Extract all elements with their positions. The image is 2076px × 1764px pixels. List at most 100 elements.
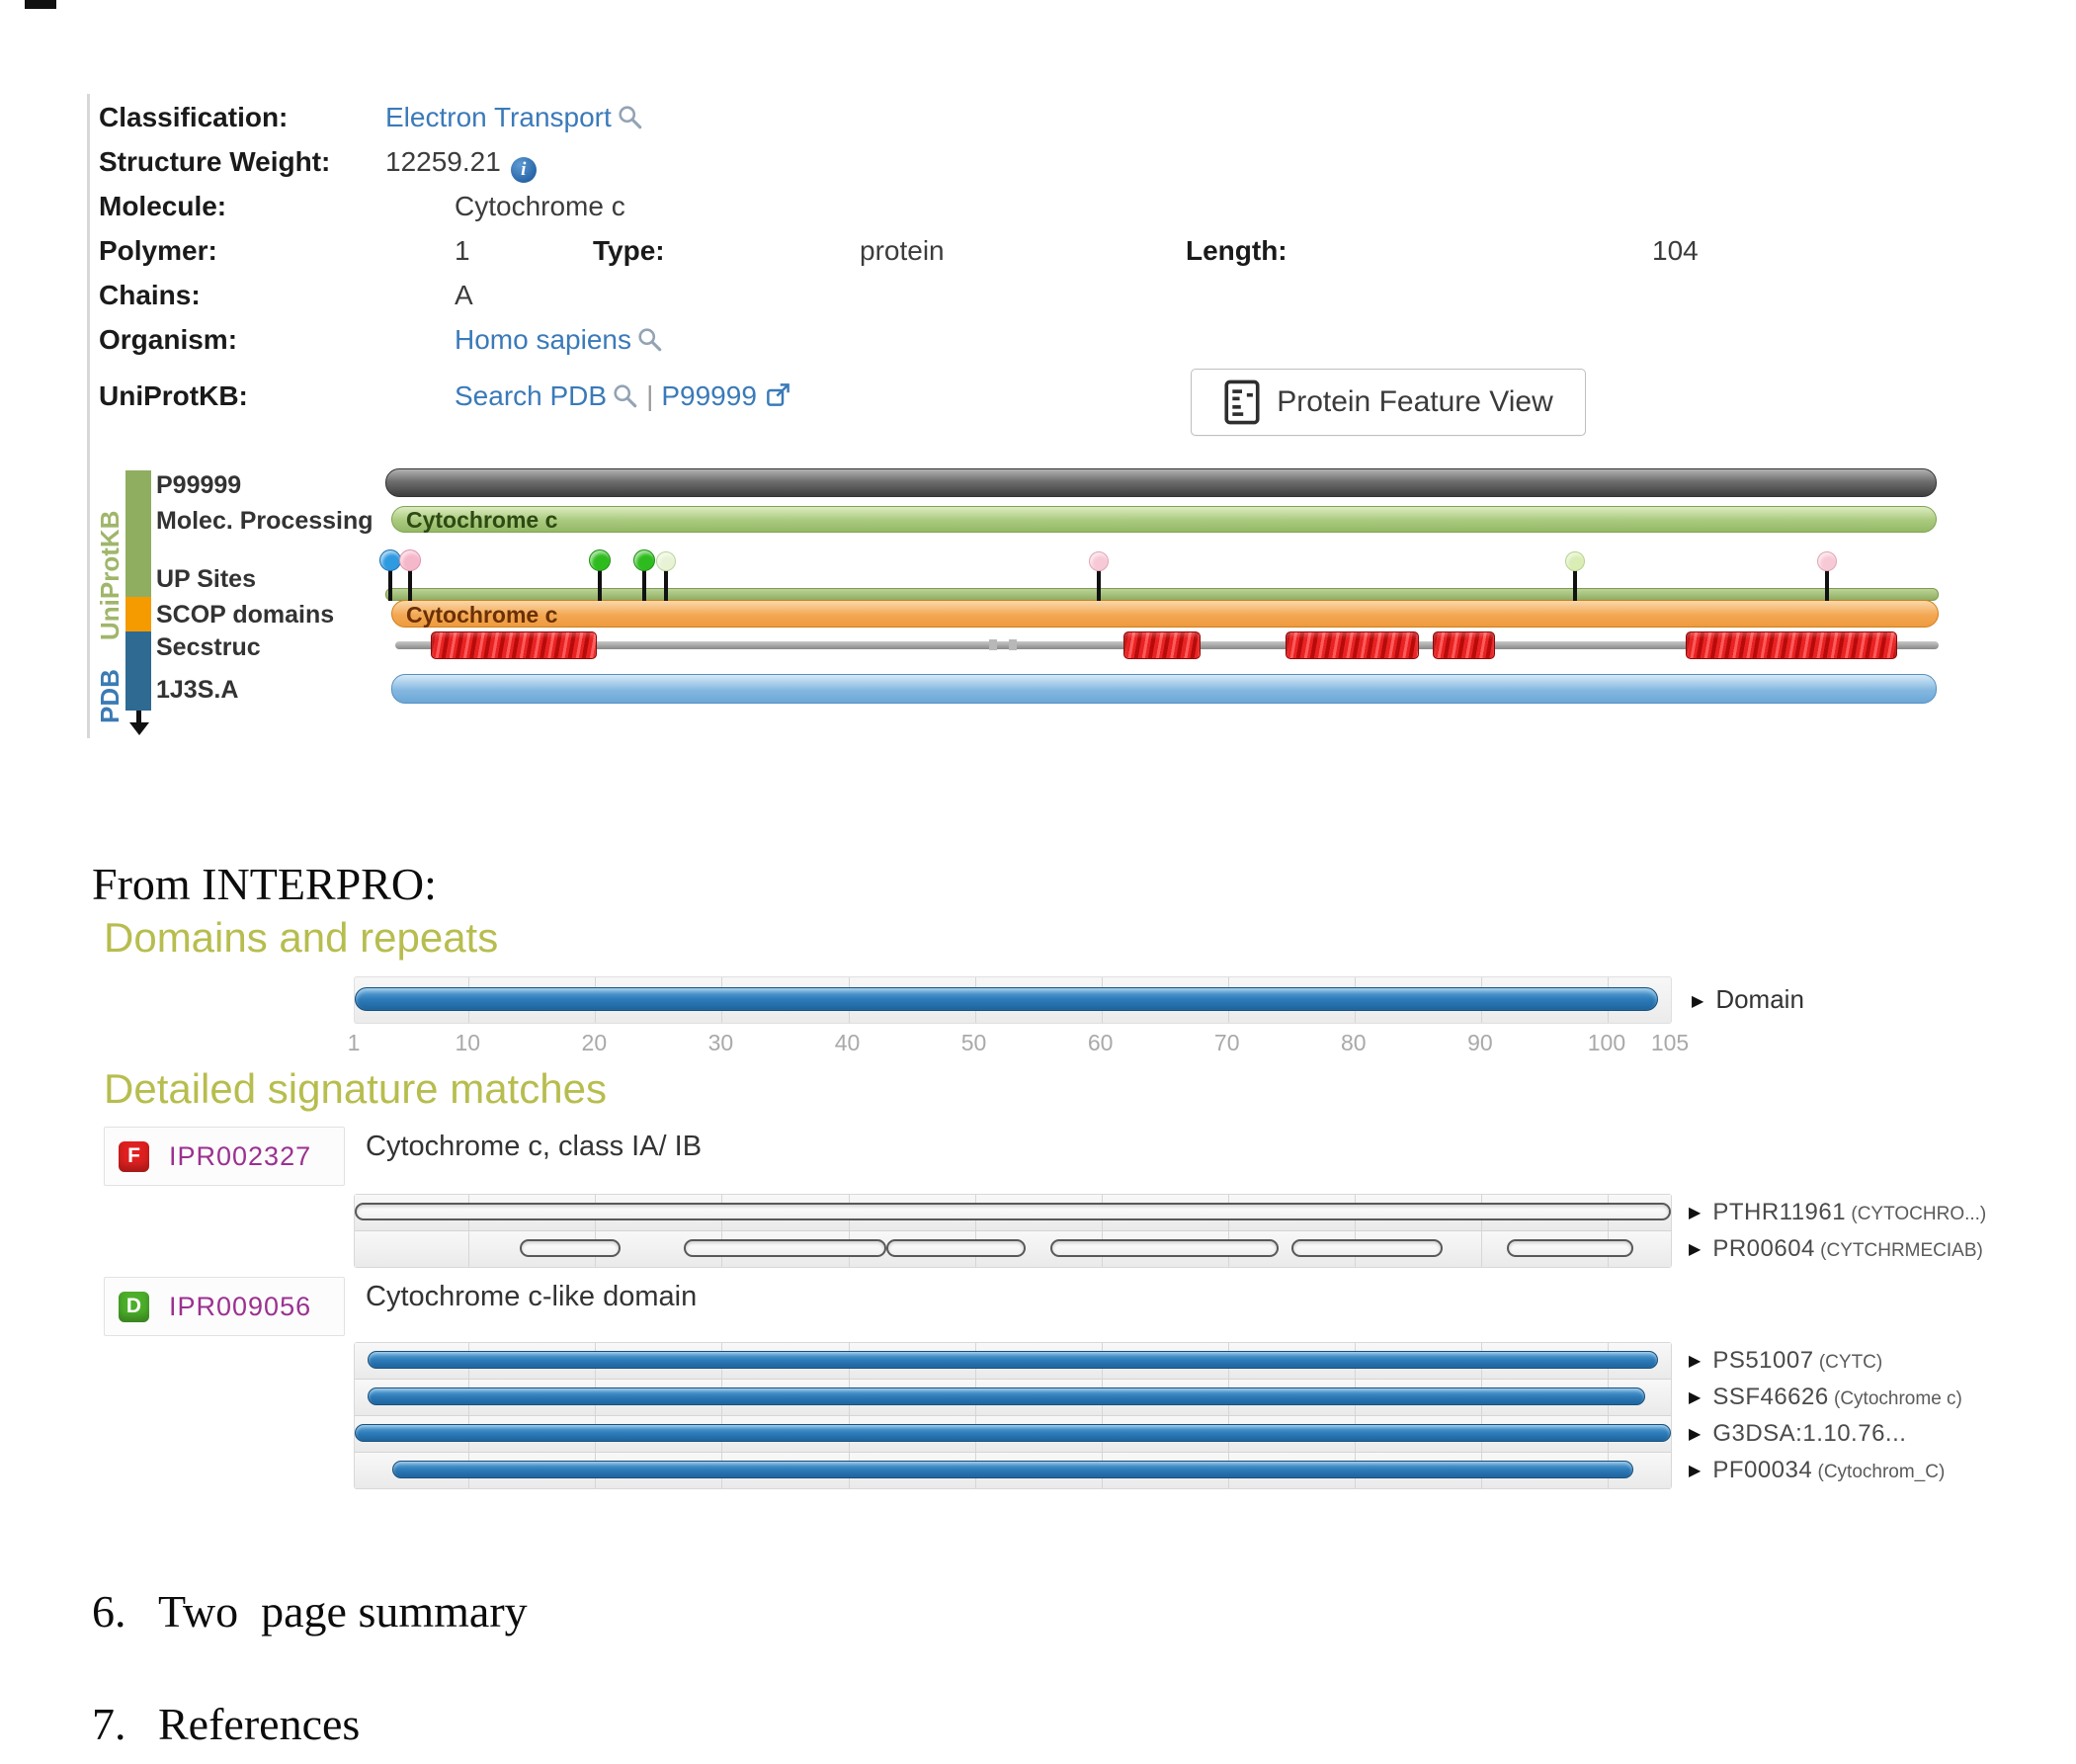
site-marker[interactable] [378, 549, 401, 571]
scale-tick: 50 [960, 1030, 987, 1055]
uniprotkb-label: UniProtKB: [99, 380, 248, 411]
signature-segment[interactable] [1290, 1239, 1444, 1257]
uniprot-sequence-bar[interactable] [385, 468, 1937, 497]
signature-row: G3DSA:1.10.76... [355, 1416, 1906, 1453]
site-stem [408, 567, 413, 601]
molec-processing-bar[interactable]: Cytochrome c [391, 506, 1937, 533]
site-stem [1097, 567, 1102, 601]
document-list-icon [1223, 379, 1261, 425]
scop-domain-bar[interactable]: Cytochrome c [391, 600, 1939, 628]
track-label-scop-domains: SCOP domains [156, 601, 335, 629]
scale-tick: 105 [1650, 1030, 1690, 1055]
domain-bar[interactable] [355, 987, 1659, 1011]
signature-id: SSF46626 [1712, 1384, 1829, 1410]
site-marker[interactable] [1089, 551, 1110, 571]
ipr-entry-box[interactable]: D IPR009056 [104, 1277, 345, 1336]
signature-row: PR00604 (CYTCHRMECIAB) [355, 1231, 1983, 1267]
pdb-chain-bar[interactable] [391, 674, 1937, 704]
site-marker[interactable] [656, 551, 677, 571]
external-link-icon[interactable] [765, 381, 791, 415]
domain-track-label[interactable]: Domain [1692, 984, 1804, 1015]
signature-segment[interactable] [885, 1239, 1026, 1257]
triangle-icon [1689, 1461, 1701, 1480]
helix-segment[interactable] [1685, 631, 1897, 659]
polymer-value: 1 [455, 235, 470, 266]
scale-tick: 90 [1467, 1030, 1493, 1055]
site-marker[interactable] [633, 549, 656, 571]
track-label-up-sites: UP Sites [156, 565, 256, 593]
protein-feature-view-label: Protein Feature View [1277, 385, 1553, 418]
chains-value: A [455, 280, 473, 310]
signature-segment[interactable] [684, 1239, 886, 1257]
scale-tick: 10 [455, 1030, 481, 1055]
uniprot-axis-segment [125, 470, 151, 597]
length-value: 104 [1652, 235, 1699, 266]
organism-link[interactable]: Homo sapiens [455, 324, 631, 355]
signature-label[interactable]: SSF46626 (Cytochrome c) [1689, 1384, 1962, 1411]
classification-link[interactable]: Electron Transport [385, 102, 612, 132]
helix-segment[interactable] [1432, 631, 1495, 659]
signature-label[interactable]: G3DSA:1.10.76... [1689, 1420, 1906, 1448]
detailed-signature-matches-heading: Detailed signature matches [104, 1065, 607, 1112]
info-icon[interactable] [510, 157, 537, 183]
structure-weight-label: Structure Weight: [99, 146, 331, 177]
signature-id: PTHR11961 [1712, 1199, 1847, 1225]
signature-label[interactable]: PTHR11961 (CYTOCHRO...) [1689, 1199, 1986, 1226]
site-marker[interactable] [588, 549, 611, 571]
site-marker[interactable] [1816, 551, 1837, 571]
panel-left-border [87, 94, 90, 738]
signature-segment[interactable] [367, 1387, 1646, 1405]
molecule-label: Molecule: [99, 191, 227, 221]
signature-segment[interactable] [1050, 1239, 1279, 1257]
pdb-axis-segment [125, 631, 151, 711]
helix-segment[interactable] [1285, 631, 1420, 659]
accession-link[interactable]: P99999 [661, 380, 757, 411]
signature-segment[interactable] [1506, 1239, 1633, 1257]
signature-label[interactable]: PR00604 (CYTCHRMECIAB) [1689, 1235, 1983, 1263]
signature-segment[interactable] [392, 1461, 1633, 1478]
ipr-entry-name: Cytochrome c-like domain [366, 1281, 698, 1312]
up-sites-row [378, 549, 1937, 601]
protein-feature-view-button[interactable]: Protein Feature View [1191, 369, 1586, 436]
site-stem [1573, 567, 1578, 601]
family-badge-icon: F [119, 1140, 149, 1172]
chains-label: Chains: [99, 280, 201, 310]
signature-segment[interactable] [355, 1424, 1671, 1442]
domains-and-repeats-heading: Domains and repeats [104, 914, 499, 961]
length-label: Length: [1186, 235, 1287, 266]
site-marker[interactable] [1565, 551, 1586, 571]
signature-row: PF00034 (Cytochrom_C) [355, 1453, 1945, 1488]
scale-tick: 1 [347, 1030, 361, 1055]
signature-segment[interactable] [519, 1239, 621, 1257]
track-label-secstruc: Secstruc [156, 633, 261, 661]
signature-segment[interactable] [367, 1351, 1659, 1369]
track-label-molec-processing: Molec. Processing [156, 507, 374, 535]
helix-segment[interactable] [1123, 631, 1201, 659]
separator: | [646, 380, 654, 411]
signature-id: PR00604 [1712, 1235, 1815, 1262]
helix-segment[interactable] [430, 631, 597, 659]
signature-label[interactable]: PF00034 (Cytochrom_C) [1689, 1457, 1945, 1484]
search-icon[interactable] [613, 383, 638, 416]
site-marker[interactable] [399, 549, 422, 571]
scale-tick: 70 [1213, 1030, 1240, 1055]
signature-name: (CYTCHRMECIAB) [1814, 1240, 1983, 1261]
ipr-id-link[interactable]: IPR002327 [169, 1140, 312, 1171]
search-pdb-link[interactable]: Search PDB [455, 380, 608, 411]
search-icon[interactable] [618, 105, 643, 137]
track-label-p99999: P99999 [156, 471, 242, 499]
ipr-id-link[interactable]: IPR009056 [169, 1291, 312, 1321]
gridline [468, 1231, 470, 1267]
feature-view-tracks: Cytochrome c Cytochrome c [378, 464, 1939, 746]
ipr-entry-box[interactable]: F IPR002327 [104, 1127, 345, 1186]
search-icon[interactable] [637, 327, 663, 360]
triangle-icon [1689, 1387, 1701, 1407]
list-item-text: References [158, 1699, 361, 1749]
scale-tick: 20 [581, 1030, 608, 1055]
site-stem [642, 567, 647, 601]
scale-tick: 80 [1341, 1030, 1367, 1055]
signature-segment[interactable] [355, 1203, 1671, 1220]
domain-track [354, 976, 1672, 1024]
signature-label[interactable]: PS51007 (CYTC) [1689, 1347, 1882, 1375]
list-item-number: 7. [92, 1699, 126, 1749]
